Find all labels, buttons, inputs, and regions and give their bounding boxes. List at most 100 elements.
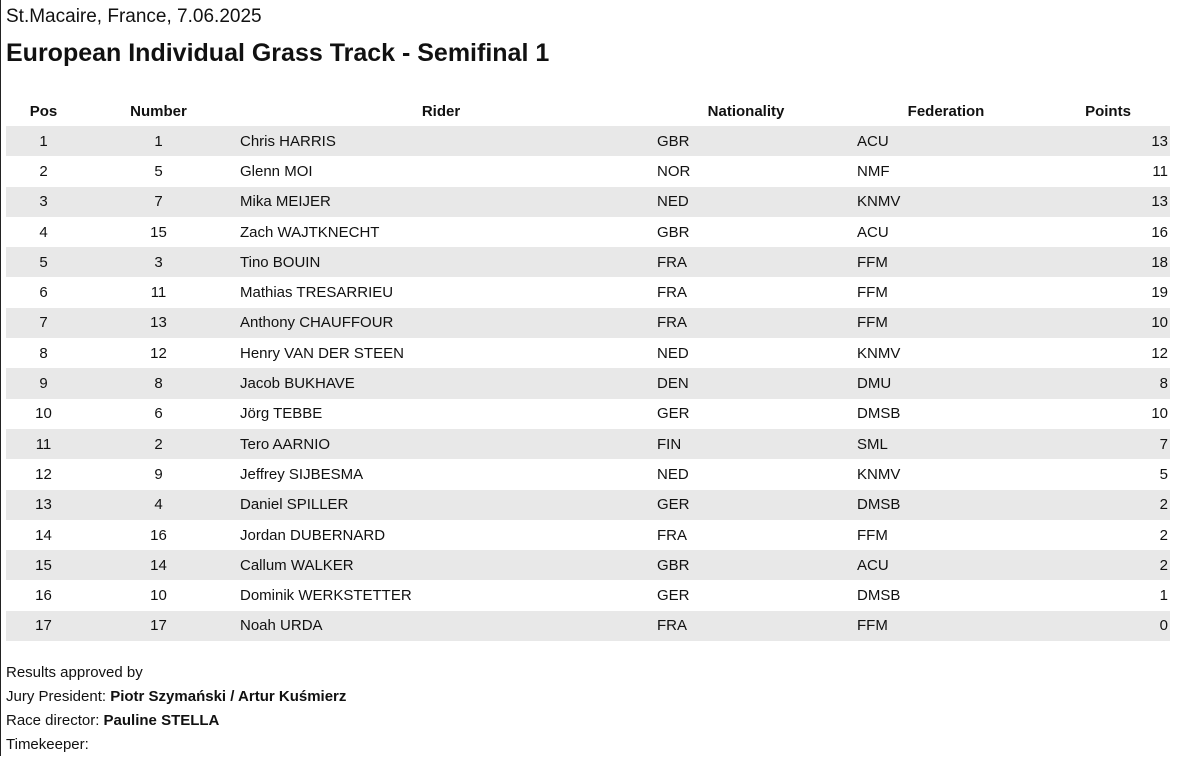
table-row: 3 7 Mika MEIJER NED KNMV 13 <box>6 186 1170 217</box>
cell-number: 11 <box>81 277 236 308</box>
cell-number: 6 <box>81 398 236 429</box>
cell-federation: DMU <box>846 368 1046 399</box>
race-director-value: Pauline STELLA <box>103 712 220 729</box>
page-left-border <box>0 0 1 756</box>
cell-number: 16 <box>81 519 236 551</box>
page-title: European Individual Grass Track - Semifi… <box>6 39 550 67</box>
cell-pos: 3 <box>6 186 81 217</box>
cell-rider: Anthony CHAUFFOUR <box>236 307 646 339</box>
cell-pos: 7 <box>6 307 81 339</box>
cell-pos: 14 <box>6 519 81 551</box>
cell-pos: 17 <box>6 610 81 642</box>
cell-federation: DMSB <box>846 489 1046 520</box>
cell-number: 14 <box>81 550 236 581</box>
cell-pos: 2 <box>6 156 81 187</box>
column-header-nationality: Nationality <box>707 103 785 120</box>
cell-nationality: GER <box>646 398 846 429</box>
cell-points: 7 <box>1046 428 1170 460</box>
table-row: 12 9 Jeffrey SIJBESMA NED KNMV 5 <box>6 459 1170 490</box>
cell-points: 13 <box>1046 186 1170 217</box>
cell-points: 8 <box>1046 368 1170 399</box>
cell-points: 18 <box>1046 247 1170 278</box>
cell-federation: DMSB <box>846 398 1046 429</box>
column-header-number: Number <box>130 103 187 120</box>
column-header-pos: Pos <box>29 103 58 120</box>
column-header-points: Points <box>1085 103 1131 120</box>
approval-footer: Results approved by Jury President: Piot… <box>6 661 346 757</box>
cell-pos: 12 <box>6 459 81 490</box>
cell-rider: Henry VAN DER STEEN <box>236 338 646 369</box>
cell-nationality: NED <box>646 186 846 217</box>
cell-nationality: FRA <box>646 247 846 278</box>
cell-pos: 11 <box>6 428 81 460</box>
jury-president-line: Jury President: Piotr Szymański / Artur … <box>6 685 346 709</box>
cell-nationality: GBR <box>646 126 846 157</box>
cell-rider: Tero AARNIO <box>236 428 646 460</box>
table-row: 5 3 Tino BOUIN FRA FFM 18 <box>6 247 1170 278</box>
cell-number: 1 <box>81 126 236 157</box>
cell-federation: SML <box>846 428 1046 460</box>
table-row: 11 2 Tero AARNIO FIN SML 7 <box>6 428 1170 460</box>
cell-federation: ACU <box>846 550 1046 581</box>
cell-pos: 5 <box>6 247 81 278</box>
cell-number: 4 <box>81 489 236 520</box>
table-row: 6 11 Mathias TRESARRIEU FRA FFM 19 <box>6 277 1170 308</box>
cell-number: 7 <box>81 186 236 217</box>
cell-points: 1 <box>1046 580 1170 611</box>
cell-points: 0 <box>1046 610 1170 642</box>
table-row: 14 16 Jordan DUBERNARD FRA FFM 2 <box>6 519 1170 551</box>
cell-points: 13 <box>1046 126 1170 157</box>
cell-number: 8 <box>81 368 236 399</box>
results-approved-line: Results approved by <box>6 661 346 685</box>
cell-federation: KNMV <box>846 186 1046 217</box>
cell-points: 12 <box>1046 338 1170 369</box>
cell-nationality: FRA <box>646 277 846 308</box>
results-approved-label: Results approved by <box>6 664 143 681</box>
race-director-line: Race director: Pauline STELLA <box>6 709 346 733</box>
cell-federation: DMSB <box>846 580 1046 611</box>
cell-pos: 4 <box>6 216 81 248</box>
cell-nationality: GBR <box>646 216 846 248</box>
cell-points: 10 <box>1046 398 1170 429</box>
cell-number: 17 <box>81 610 236 642</box>
cell-rider: Mathias TRESARRIEU <box>236 277 646 308</box>
cell-pos: 8 <box>6 338 81 369</box>
cell-pos: 9 <box>6 368 81 399</box>
cell-rider: Jeffrey SIJBESMA <box>236 459 646 490</box>
cell-points: 2 <box>1046 519 1170 551</box>
cell-points: 16 <box>1046 216 1170 248</box>
cell-federation: FFM <box>846 610 1046 642</box>
table-row: 16 10 Dominik WERKSTETTER GER DMSB 1 <box>6 580 1170 611</box>
cell-pos: 13 <box>6 489 81 520</box>
cell-nationality: DEN <box>646 368 846 399</box>
cell-rider: Zach WAJTKNECHT <box>236 216 646 248</box>
table-row: 8 12 Henry VAN DER STEEN NED KNMV 12 <box>6 338 1170 369</box>
table-row: 4 15 Zach WAJTKNECHT GBR ACU 16 <box>6 216 1170 248</box>
cell-federation: ACU <box>846 216 1046 248</box>
cell-pos: 16 <box>6 580 81 611</box>
cell-number: 5 <box>81 156 236 187</box>
column-header-federation: Federation <box>907 103 985 120</box>
cell-rider: Jacob BUKHAVE <box>236 368 646 399</box>
cell-rider: Chris HARRIS <box>236 126 646 157</box>
cell-federation: FFM <box>846 247 1046 278</box>
cell-federation: FFM <box>846 277 1046 308</box>
cell-rider: Jordan DUBERNARD <box>236 519 646 551</box>
cell-federation: ACU <box>846 126 1046 157</box>
table-row: 2 5 Glenn MOI NOR NMF 11 <box>6 156 1170 187</box>
cell-pos: 6 <box>6 277 81 308</box>
cell-federation: KNMV <box>846 338 1046 369</box>
cell-federation: FFM <box>846 307 1046 339</box>
race-director-label: Race director: <box>6 712 104 729</box>
cell-rider: Jörg TEBBE <box>236 398 646 429</box>
cell-number: 9 <box>81 459 236 490</box>
cell-points: 2 <box>1046 550 1170 581</box>
cell-nationality: FIN <box>646 428 846 460</box>
cell-rider: Mika MEIJER <box>236 186 646 217</box>
cell-federation: NMF <box>846 156 1046 187</box>
jury-president-value: Piotr Szymański / Artur Kuśmierz <box>110 688 347 705</box>
results-table: Pos Number Rider Nationality Federation … <box>6 97 1170 642</box>
table-row: 15 14 Callum WALKER GBR ACU 2 <box>6 550 1170 581</box>
column-header-rider: Rider <box>421 103 461 120</box>
cell-rider: Dominik WERKSTETTER <box>236 580 646 611</box>
